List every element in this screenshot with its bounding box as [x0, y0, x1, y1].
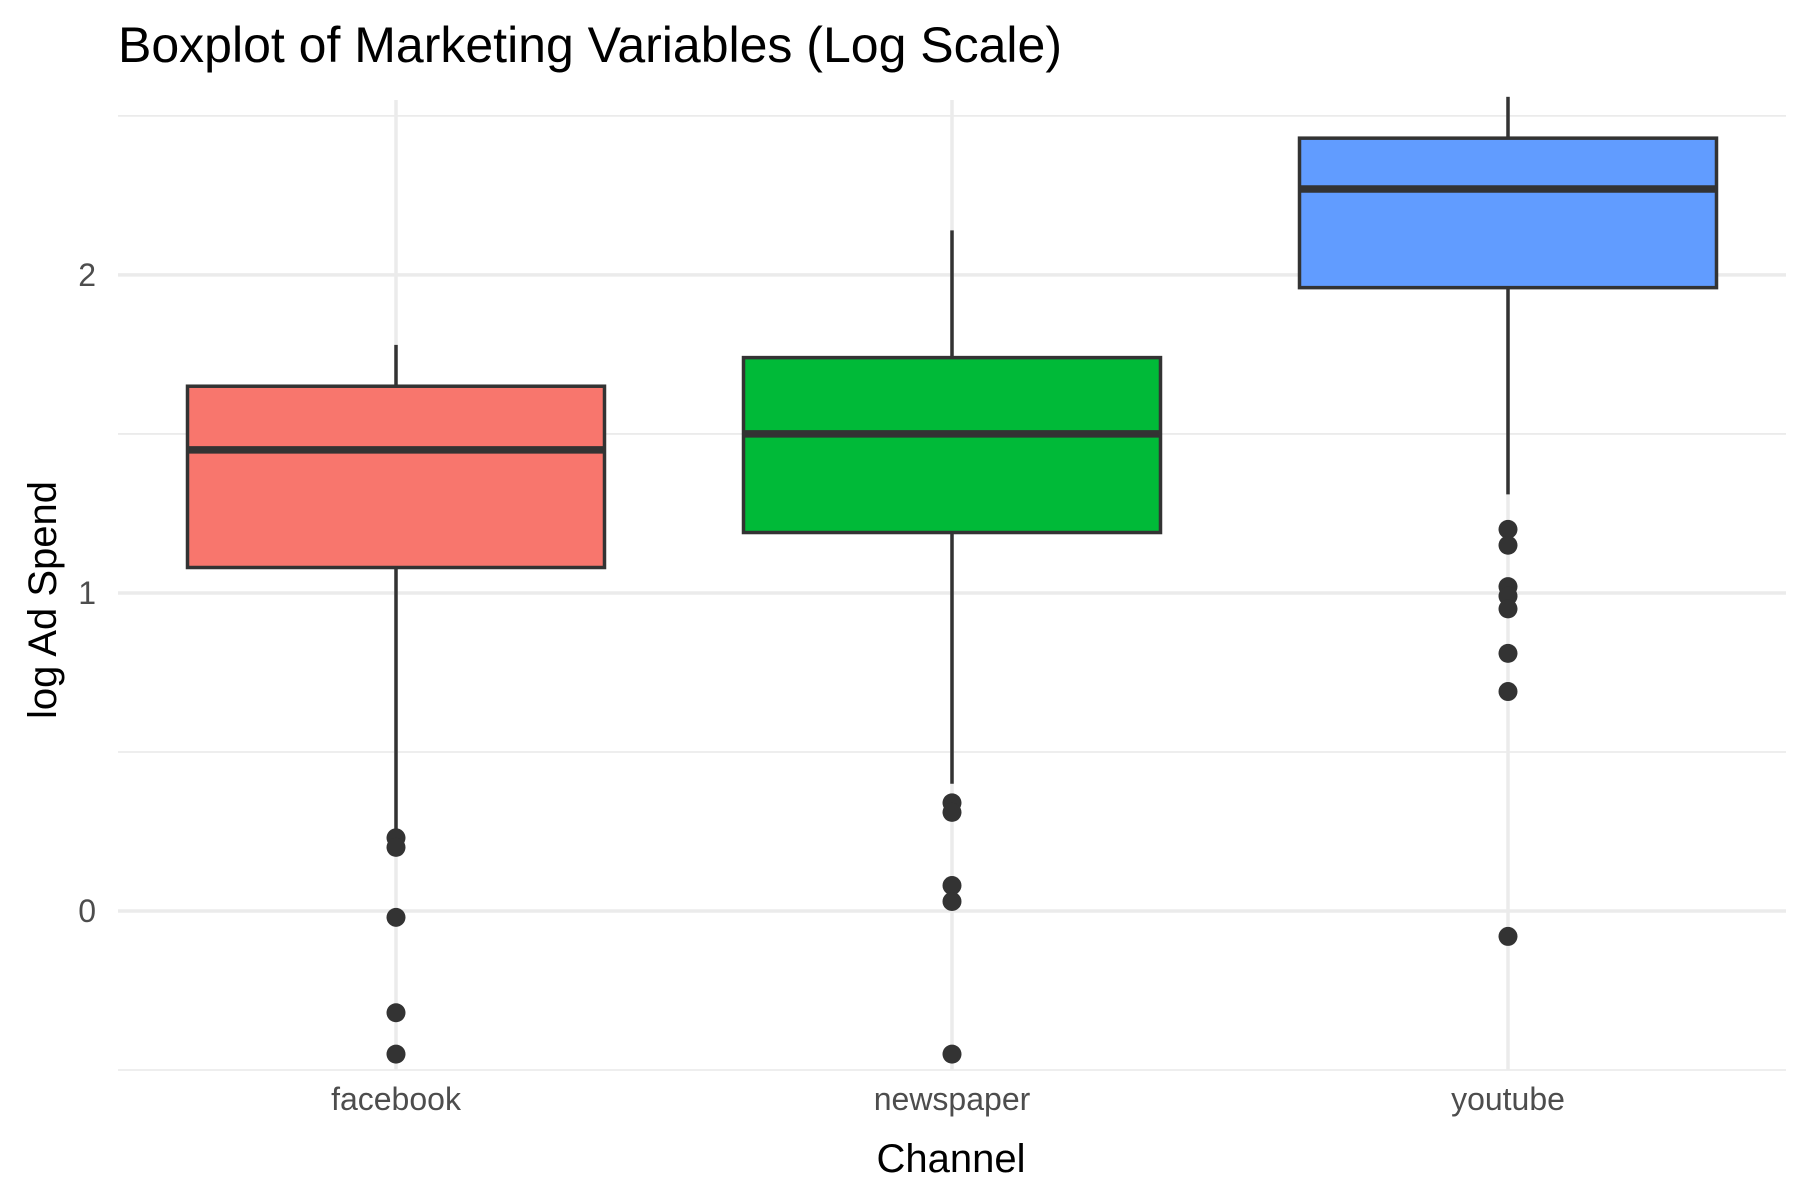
- outlier-point: [1498, 926, 1518, 946]
- outlier-point: [386, 907, 406, 927]
- outlier-point: [386, 837, 406, 857]
- outlier-point: [942, 1044, 962, 1064]
- iqr-box: [1297, 136, 1719, 290]
- outlier-point: [1498, 643, 1518, 663]
- y-tick-label: 1: [78, 575, 96, 611]
- outlier-point: [1498, 599, 1518, 619]
- outlier-point: [1498, 682, 1518, 702]
- y-tick-label: 2: [78, 257, 96, 293]
- x-tick-label: youtube: [1451, 1081, 1565, 1117]
- outlier-point: [386, 1003, 406, 1023]
- iqr-box: [741, 355, 1163, 535]
- outlier-point: [1498, 519, 1518, 539]
- iqr-box: [185, 384, 607, 570]
- x-axis-title: Channel: [876, 1137, 1025, 1181]
- box-facebook: [185, 344, 607, 1064]
- outlier-point: [1498, 535, 1518, 555]
- x-tick-labels: facebook newspaper youtube: [331, 1081, 1565, 1117]
- outlier-point: [942, 891, 962, 911]
- y-tick-labels: 0 1 2: [78, 257, 96, 929]
- chart-title: Boxplot of Marketing Variables (Log Scal…: [118, 17, 1062, 73]
- box-youtube: [1297, 96, 1719, 946]
- x-tick-label: newspaper: [874, 1081, 1031, 1117]
- x-tick-label: facebook: [331, 1081, 462, 1117]
- outlier-point: [386, 1044, 406, 1064]
- box-layer: [185, 96, 1719, 1064]
- y-tick-label: 0: [78, 893, 96, 929]
- y-axis-title: log Ad Spend: [21, 481, 65, 719]
- outlier-point: [942, 802, 962, 822]
- box-newspaper: [741, 230, 1163, 1064]
- outlier-point: [942, 876, 962, 896]
